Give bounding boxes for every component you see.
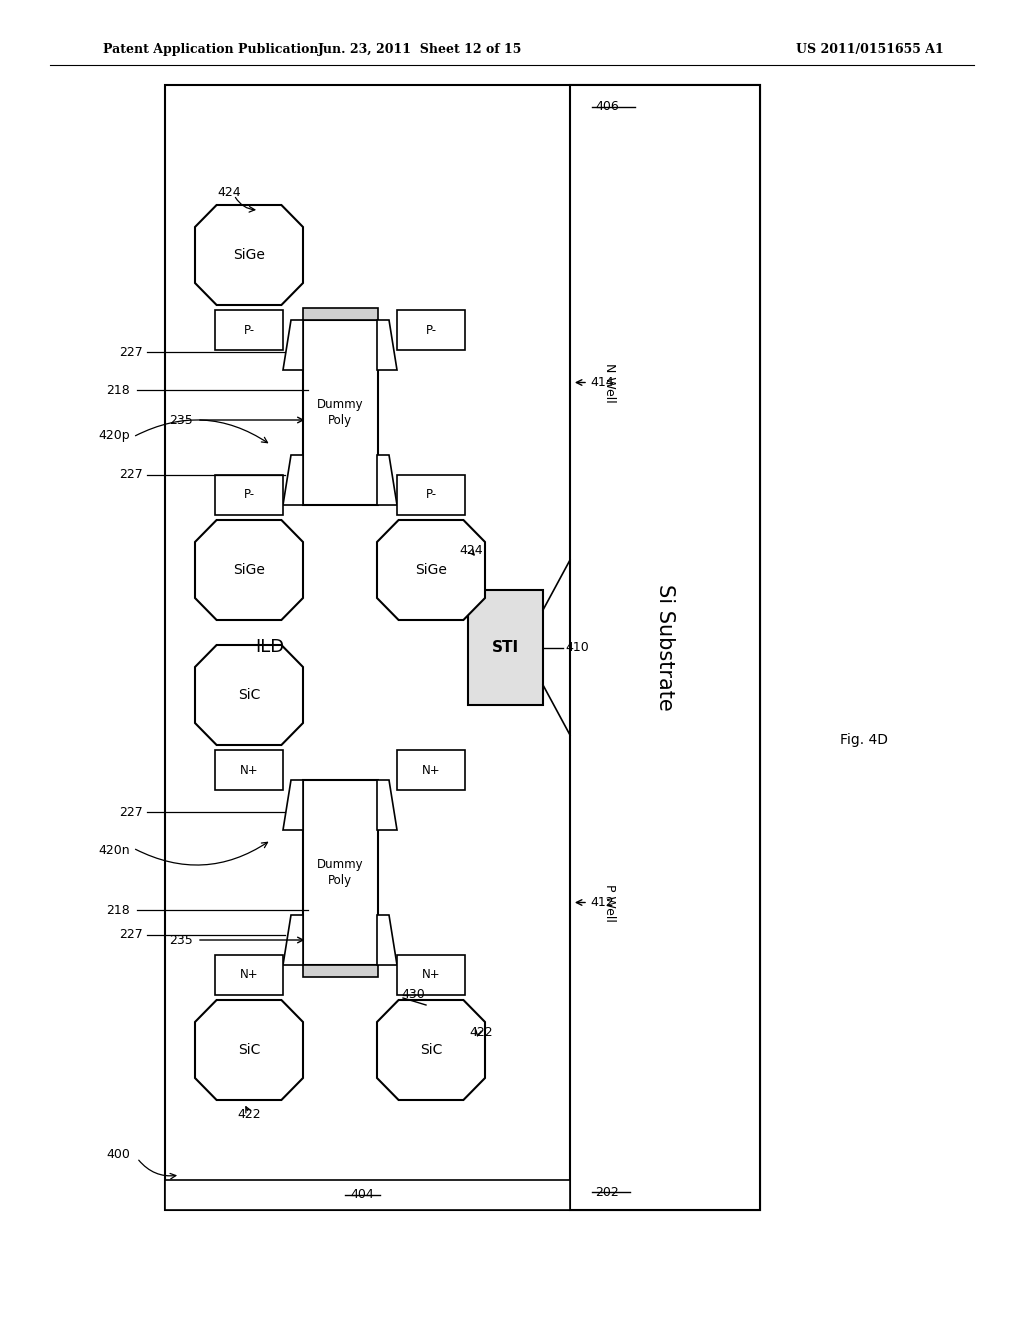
Text: N Well: N Well [603, 363, 616, 403]
Bar [570, 84, 760, 1210]
Text: SiC: SiC [238, 1043, 260, 1057]
Bar [165, 84, 760, 1210]
Text: N+: N+ [422, 969, 440, 982]
Text: Dummy: Dummy [316, 399, 364, 411]
Text: N+: N+ [240, 763, 258, 776]
Bar [397, 310, 465, 350]
Text: SiGe: SiGe [233, 248, 265, 261]
Polygon shape [195, 205, 303, 305]
Text: 420p: 420p [98, 429, 130, 441]
Text: 227: 227 [119, 805, 143, 818]
Text: Patent Application Publication: Patent Application Publication [103, 44, 318, 57]
Bar [215, 475, 283, 515]
Bar [468, 590, 543, 705]
Text: STI: STI [492, 640, 519, 655]
Polygon shape [377, 1001, 485, 1100]
Text: 227: 227 [119, 928, 143, 941]
Polygon shape [283, 915, 303, 965]
Text: Dummy: Dummy [316, 858, 364, 871]
Text: 235: 235 [169, 413, 193, 426]
Text: 420n: 420n [98, 843, 130, 857]
Bar [215, 954, 283, 995]
Bar [397, 954, 465, 995]
Text: N+: N+ [422, 763, 440, 776]
Text: 422: 422 [238, 1109, 261, 1122]
Polygon shape [283, 455, 303, 506]
Text: 412: 412 [590, 896, 613, 909]
Text: 227: 227 [119, 469, 143, 482]
Text: 406: 406 [595, 100, 618, 114]
Text: Poly: Poly [328, 414, 352, 426]
Bar [397, 750, 465, 789]
Text: 218: 218 [106, 903, 130, 916]
Text: P-: P- [425, 488, 436, 502]
Text: 400: 400 [106, 1148, 130, 1162]
Bar [303, 965, 378, 977]
Text: 404: 404 [350, 1188, 374, 1201]
Polygon shape [377, 455, 397, 506]
Text: N+: N+ [240, 969, 258, 982]
Polygon shape [195, 1001, 303, 1100]
Text: 414: 414 [590, 376, 613, 389]
Bar [165, 1180, 570, 1210]
Text: 424: 424 [217, 186, 241, 199]
Text: 410: 410 [565, 642, 589, 653]
Text: 235: 235 [169, 933, 193, 946]
Polygon shape [377, 319, 397, 370]
Bar [303, 308, 378, 319]
Text: 430: 430 [401, 989, 425, 1002]
Polygon shape [195, 520, 303, 620]
Bar [215, 750, 283, 789]
Bar [397, 475, 465, 515]
Polygon shape [377, 915, 397, 965]
Polygon shape [195, 645, 303, 744]
Polygon shape [377, 520, 485, 620]
Text: SiC: SiC [238, 688, 260, 702]
Bar [215, 310, 283, 350]
Text: ILD: ILD [255, 639, 285, 656]
Text: 424: 424 [459, 544, 482, 557]
Text: 202: 202 [595, 1185, 618, 1199]
Polygon shape [283, 319, 303, 370]
Text: 227: 227 [119, 346, 143, 359]
Bar [303, 780, 378, 965]
Text: Fig. 4D: Fig. 4D [840, 733, 888, 747]
Text: P-: P- [244, 323, 255, 337]
Text: P-: P- [425, 323, 436, 337]
Text: SiC: SiC [420, 1043, 442, 1057]
Text: Jun. 23, 2011  Sheet 12 of 15: Jun. 23, 2011 Sheet 12 of 15 [317, 44, 522, 57]
Polygon shape [283, 780, 303, 830]
Bar [303, 319, 378, 506]
Text: P Well: P Well [603, 883, 616, 921]
Text: 422: 422 [469, 1026, 493, 1039]
Text: P-: P- [244, 488, 255, 502]
Text: Poly: Poly [328, 874, 352, 887]
Text: Si Substrate: Si Substrate [655, 585, 675, 711]
Text: SiGe: SiGe [233, 564, 265, 577]
Polygon shape [377, 780, 397, 830]
Text: 218: 218 [106, 384, 130, 396]
Text: SiGe: SiGe [415, 564, 446, 577]
Text: US 2011/0151655 A1: US 2011/0151655 A1 [796, 44, 944, 57]
